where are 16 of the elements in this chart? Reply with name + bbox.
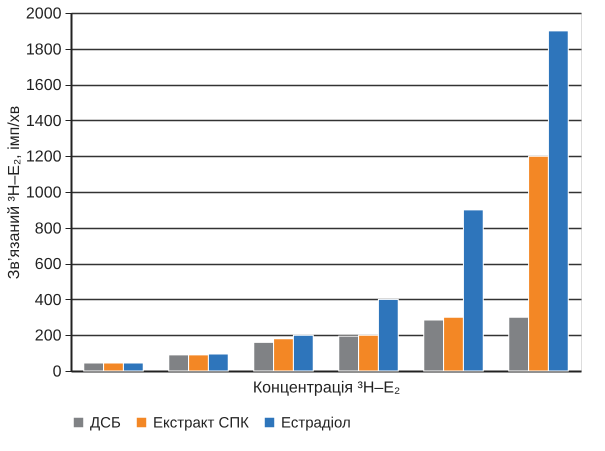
y-tick-label: 1600 <box>26 77 62 94</box>
legend-label: ДСБ <box>90 414 121 432</box>
y-tick-label: 800 <box>34 220 62 238</box>
y-axis-title: Зв’язаний ³H–E₂, імп/хв <box>6 106 23 280</box>
y-tick-label: 400 <box>34 292 62 309</box>
y-tick-label: 1000 <box>26 184 62 202</box>
y-tick-label: 1200 <box>26 148 62 166</box>
y-tick-label: 2000 <box>26 6 62 22</box>
y-tick-label: 600 <box>34 256 62 274</box>
y-tick-label: 200 <box>34 328 62 345</box>
y-tick-label: 1400 <box>26 112 62 130</box>
y-tick-label: 0 <box>52 364 62 380</box>
legend-label: Екстракт СПК <box>153 414 250 432</box>
legend-label: Естрадіол <box>281 414 351 432</box>
x-axis-title: Концентрація ³H–E₂ <box>252 380 400 396</box>
y-tick-label: 1800 <box>26 41 62 58</box>
